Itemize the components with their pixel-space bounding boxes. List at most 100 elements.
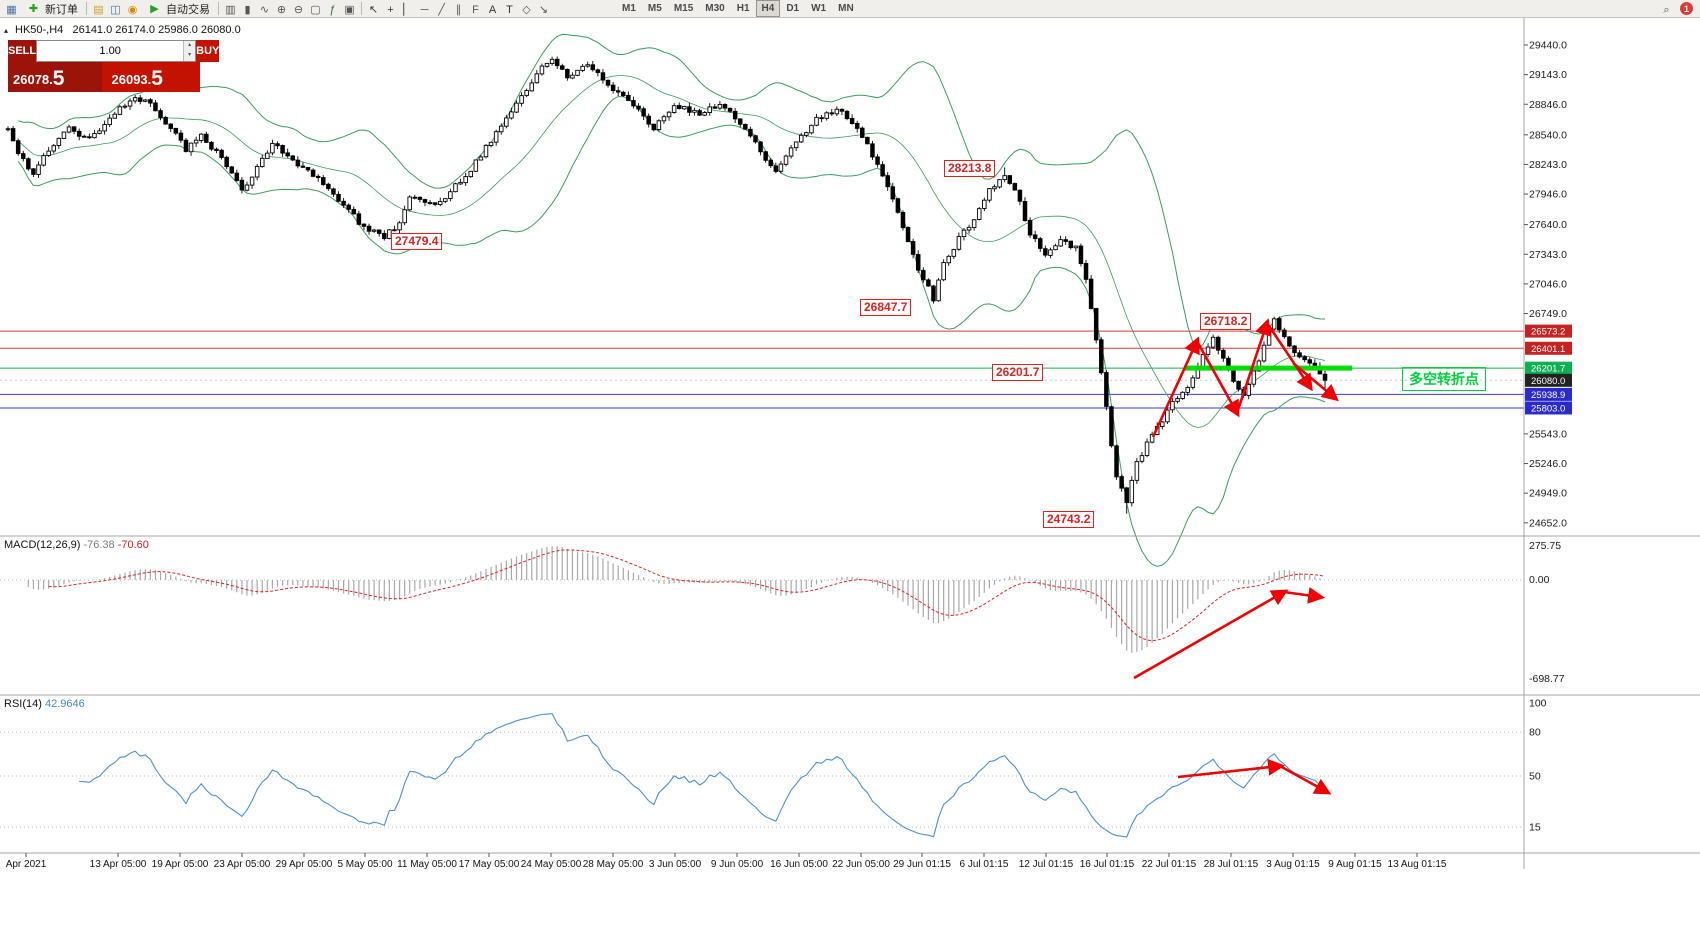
line-chart-icon[interactable]: ∿ <box>259 3 270 16</box>
timeframe-m5[interactable]: M5 <box>647 3 662 14</box>
autotrading-button[interactable]: ▶ 自动交易 <box>141 1 215 17</box>
svg-text:5 May 05:00: 5 May 05:00 <box>337 859 392 870</box>
shapes-icon[interactable]: ◇ <box>522 3 531 16</box>
toolbar-separator <box>218 2 219 15</box>
timeframe-m1[interactable]: M1 <box>622 3 636 14</box>
chart-window-icon[interactable]: ▦ <box>6 3 17 16</box>
price-tag: 25803.0 <box>1531 403 1565 414</box>
svg-text:16 Jul 01:15: 16 Jul 01:15 <box>1080 859 1135 870</box>
toolbar-icon-group-chart: ▥ ▮ ∿ ⊕ ⊖ ▢ ƒ ▣ <box>222 0 358 18</box>
price-annotation[interactable]: 26718.2 <box>1200 313 1252 330</box>
svg-text:25246.0: 25246.0 <box>1529 458 1567 470</box>
market-watch-icon[interactable]: ◫ <box>110 3 121 16</box>
svg-text:13 Apr 05:00: 13 Apr 05:00 <box>90 859 147 870</box>
channel-icon[interactable]: ∥ <box>455 3 462 16</box>
buy-price[interactable]: 26093. 5 <box>101 62 200 92</box>
price-tag: 26201.7 <box>1531 364 1565 375</box>
candlestick-icon[interactable]: ▮ <box>244 3 251 16</box>
macd-trend-arrows[interactable] <box>1133 587 1326 680</box>
turning-point-label[interactable]: 多空转折点 <box>1402 367 1486 391</box>
svg-text:80: 80 <box>1529 727 1541 739</box>
label-icon[interactable]: T <box>506 3 513 16</box>
volume-input[interactable] <box>37 41 184 61</box>
svg-text:28 Jul 01:15: 28 Jul 01:15 <box>1204 859 1259 870</box>
rsi-name: RSI(14) <box>4 698 42 710</box>
svg-text:50: 50 <box>1529 771 1541 783</box>
timeframe-d1[interactable]: D1 <box>786 3 800 14</box>
indicators-icon[interactable]: ƒ <box>329 3 336 16</box>
price-trend-arrows[interactable] <box>1151 318 1339 438</box>
price-axis: 29440.0 29143.0 28846.0 28540.0 28243.0 27946… <box>1524 39 1572 834</box>
price-annotation[interactable]: 26201.7 <box>992 364 1044 381</box>
price-annotation[interactable]: 26847.7 <box>860 299 912 316</box>
templates-icon[interactable]: ▣ <box>344 3 355 16</box>
text-icon[interactable]: A <box>488 3 497 16</box>
arrow-tool-icon[interactable]: ↘ <box>538 3 549 16</box>
sell-button[interactable]: SELL <box>8 40 37 62</box>
svg-text:27946.0: 27946.0 <box>1529 189 1567 201</box>
vertical-line-icon[interactable]: ▏ <box>403 3 412 16</box>
svg-text:28540.0: 28540.0 <box>1529 129 1567 141</box>
timeframe-m15[interactable]: M15 <box>673 3 694 14</box>
svg-text:27046.0: 27046.0 <box>1529 278 1567 290</box>
price-annotation[interactable]: 27479.4 <box>391 233 443 250</box>
fibonacci-icon[interactable]: F <box>472 3 479 16</box>
svg-text:9 Aug 01:15: 9 Aug 01:15 <box>1328 859 1382 870</box>
buy-button[interactable]: BUY <box>196 40 220 62</box>
search-icon[interactable]: ⌕ <box>1663 3 1670 16</box>
horizontal-line-icon[interactable]: ─ <box>420 3 429 16</box>
svg-text:3 Aug 01:15: 3 Aug 01:15 <box>1266 859 1320 870</box>
zoom-in-icon[interactable]: ⊕ <box>276 3 287 16</box>
symbol-ohlc-readout: HK50-,H4 26141.0 26174.0 25986.0 26080.0 <box>15 24 241 36</box>
rsi-trend-arrows[interactable] <box>1177 758 1332 795</box>
one-click-trade-panel: SELL ▴ ▾ BUY 26078.5 26093.5 <box>8 40 220 92</box>
svg-text:15: 15 <box>1529 822 1541 834</box>
timeframe-w1[interactable]: W1 <box>811 3 827 14</box>
timeframe-m30[interactable]: M30 <box>705 3 725 14</box>
crosshair-icon[interactable]: + <box>387 3 394 16</box>
profiles-icon[interactable]: ▤ <box>93 3 104 16</box>
macd-main-value: -76.38 <box>80 539 115 551</box>
cursor-icon[interactable]: ↖ <box>368 3 379 16</box>
timeframe-h4[interactable]: H4 <box>755 0 781 17</box>
timeframe-mn[interactable]: MN <box>838 3 854 14</box>
bollinger-bands <box>17 33 1326 567</box>
bar-chart-icon[interactable]: ▥ <box>225 3 236 16</box>
svg-text:11 May 05:00: 11 May 05:00 <box>397 859 457 870</box>
toolbar-separator <box>361 2 362 15</box>
alerts-icon[interactable]: ◉ <box>127 3 138 16</box>
price-annotation[interactable]: 28213.8 <box>944 160 996 177</box>
trade-panel-collapse-icon[interactable]: ▴ <box>4 26 9 35</box>
macd-panel <box>0 546 1524 653</box>
price-annotation[interactable]: 24743.2 <box>1043 511 1095 528</box>
rsi-value: 42.9646 <box>41 698 85 710</box>
sell-price[interactable]: 26078. 5 <box>8 62 102 92</box>
volume-up-icon[interactable]: ▴ <box>184 41 196 51</box>
sell-price-main: 26078. <box>13 72 53 87</box>
svg-text:24652.0: 24652.0 <box>1529 517 1567 529</box>
buy-price-big-digit: 5 <box>151 67 163 90</box>
notification-badge[interactable]: 1 <box>1680 2 1693 15</box>
macd-signal-value: -70.60 <box>114 539 149 551</box>
time-axis: Apr 2021 13 Apr 05:00 19 Apr 05:00 23 Apr 0… <box>6 853 1447 870</box>
toolbar-icon-group-right: ⌕ <box>1658 0 1675 18</box>
panel-separators[interactable] <box>0 18 1700 869</box>
svg-text:9 Jun 05:00: 9 Jun 05:00 <box>711 859 764 870</box>
new-order-button[interactable]: ✚ 新订单 <box>20 1 83 17</box>
autotrade-icon: ▶ <box>150 3 159 15</box>
svg-text:13 Aug 01:15: 13 Aug 01:15 <box>1388 859 1447 870</box>
svg-text:27343.0: 27343.0 <box>1529 249 1567 261</box>
volume-down-icon[interactable]: ▾ <box>184 51 196 61</box>
timeframe-h1[interactable]: H1 <box>736 3 750 14</box>
svg-text:29 Apr 05:00: 29 Apr 05:00 <box>276 859 333 870</box>
price-tag: 26401.1 <box>1531 344 1565 355</box>
sell-price-big-digit: 5 <box>52 67 65 90</box>
zoom-out-icon[interactable]: ⊖ <box>293 3 304 16</box>
buy-price-main: 26093. <box>111 72 152 87</box>
candlesticks <box>5 56 1328 514</box>
tile-windows-icon[interactable]: ▢ <box>310 3 321 16</box>
svg-text:26749.0: 26749.0 <box>1529 308 1567 320</box>
trendline-icon[interactable]: ╱ <box>438 3 445 16</box>
